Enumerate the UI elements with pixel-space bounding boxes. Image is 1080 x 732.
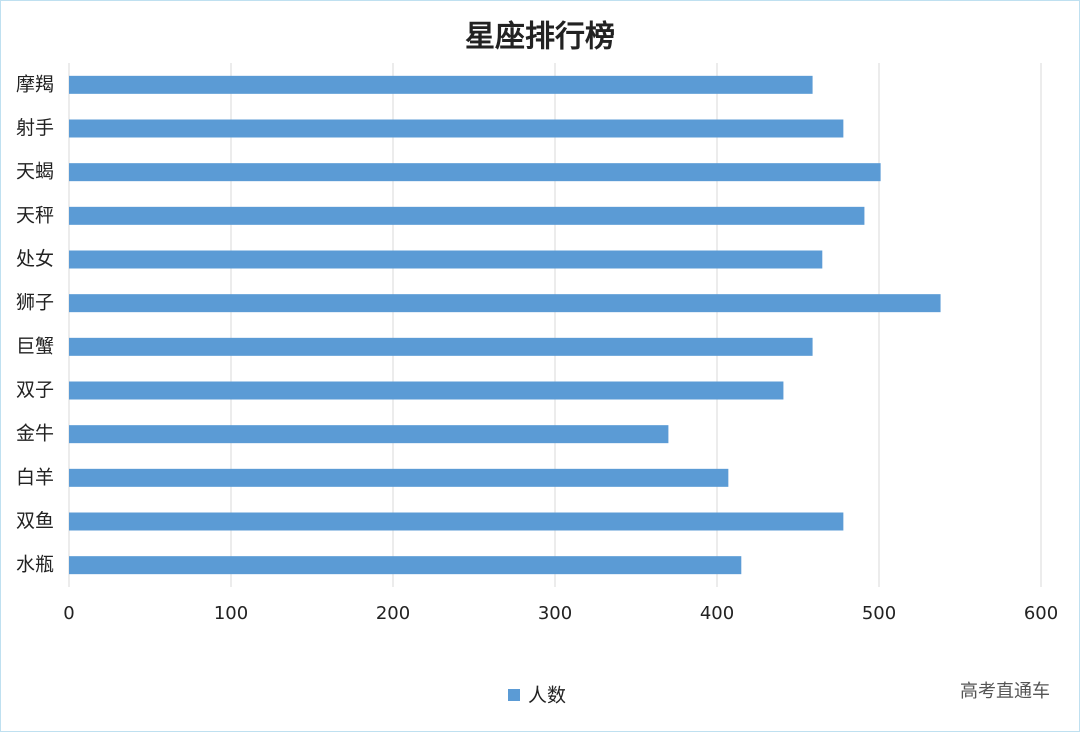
y-tick-label: 天秤 [16, 204, 54, 226]
y-tick-label: 巨蟹 [16, 335, 54, 357]
bar [69, 250, 823, 269]
y-tick-label: 狮子 [16, 292, 54, 314]
x-tick-label: 300 [538, 603, 572, 624]
y-tick-label: 双鱼 [16, 510, 54, 532]
y-tick-label: 摩羯 [16, 73, 54, 95]
bar [69, 119, 844, 138]
bar [69, 294, 941, 313]
y-tick-label: 水瓶 [16, 554, 54, 576]
x-tick-label: 500 [862, 603, 896, 624]
bar [69, 75, 813, 94]
x-tick-label: 600 [1024, 603, 1058, 624]
bar [69, 556, 742, 575]
y-tick-label: 白羊 [16, 466, 54, 488]
y-tick-label: 金牛 [16, 423, 54, 445]
watermark: 高考直通车 [960, 681, 1050, 702]
y-tick-label: 处女 [16, 248, 54, 270]
x-tick-label: 0 [63, 603, 74, 624]
y-tick-label: 天蝎 [16, 161, 54, 183]
legend-swatch [508, 689, 520, 701]
bar [69, 163, 881, 182]
x-tick-label: 200 [376, 603, 410, 624]
bar [69, 468, 729, 487]
x-tick-label: 100 [214, 603, 248, 624]
bar [69, 381, 784, 400]
y-tick-label: 射手 [16, 117, 54, 139]
bar [69, 425, 669, 444]
bar [69, 337, 813, 356]
bar [69, 512, 844, 531]
chart-title: 星座排行榜 [465, 20, 615, 55]
bar [69, 206, 865, 225]
y-tick-label: 双子 [16, 379, 54, 401]
x-tick-label: 400 [700, 603, 734, 624]
legend-label: 人数 [528, 685, 566, 707]
